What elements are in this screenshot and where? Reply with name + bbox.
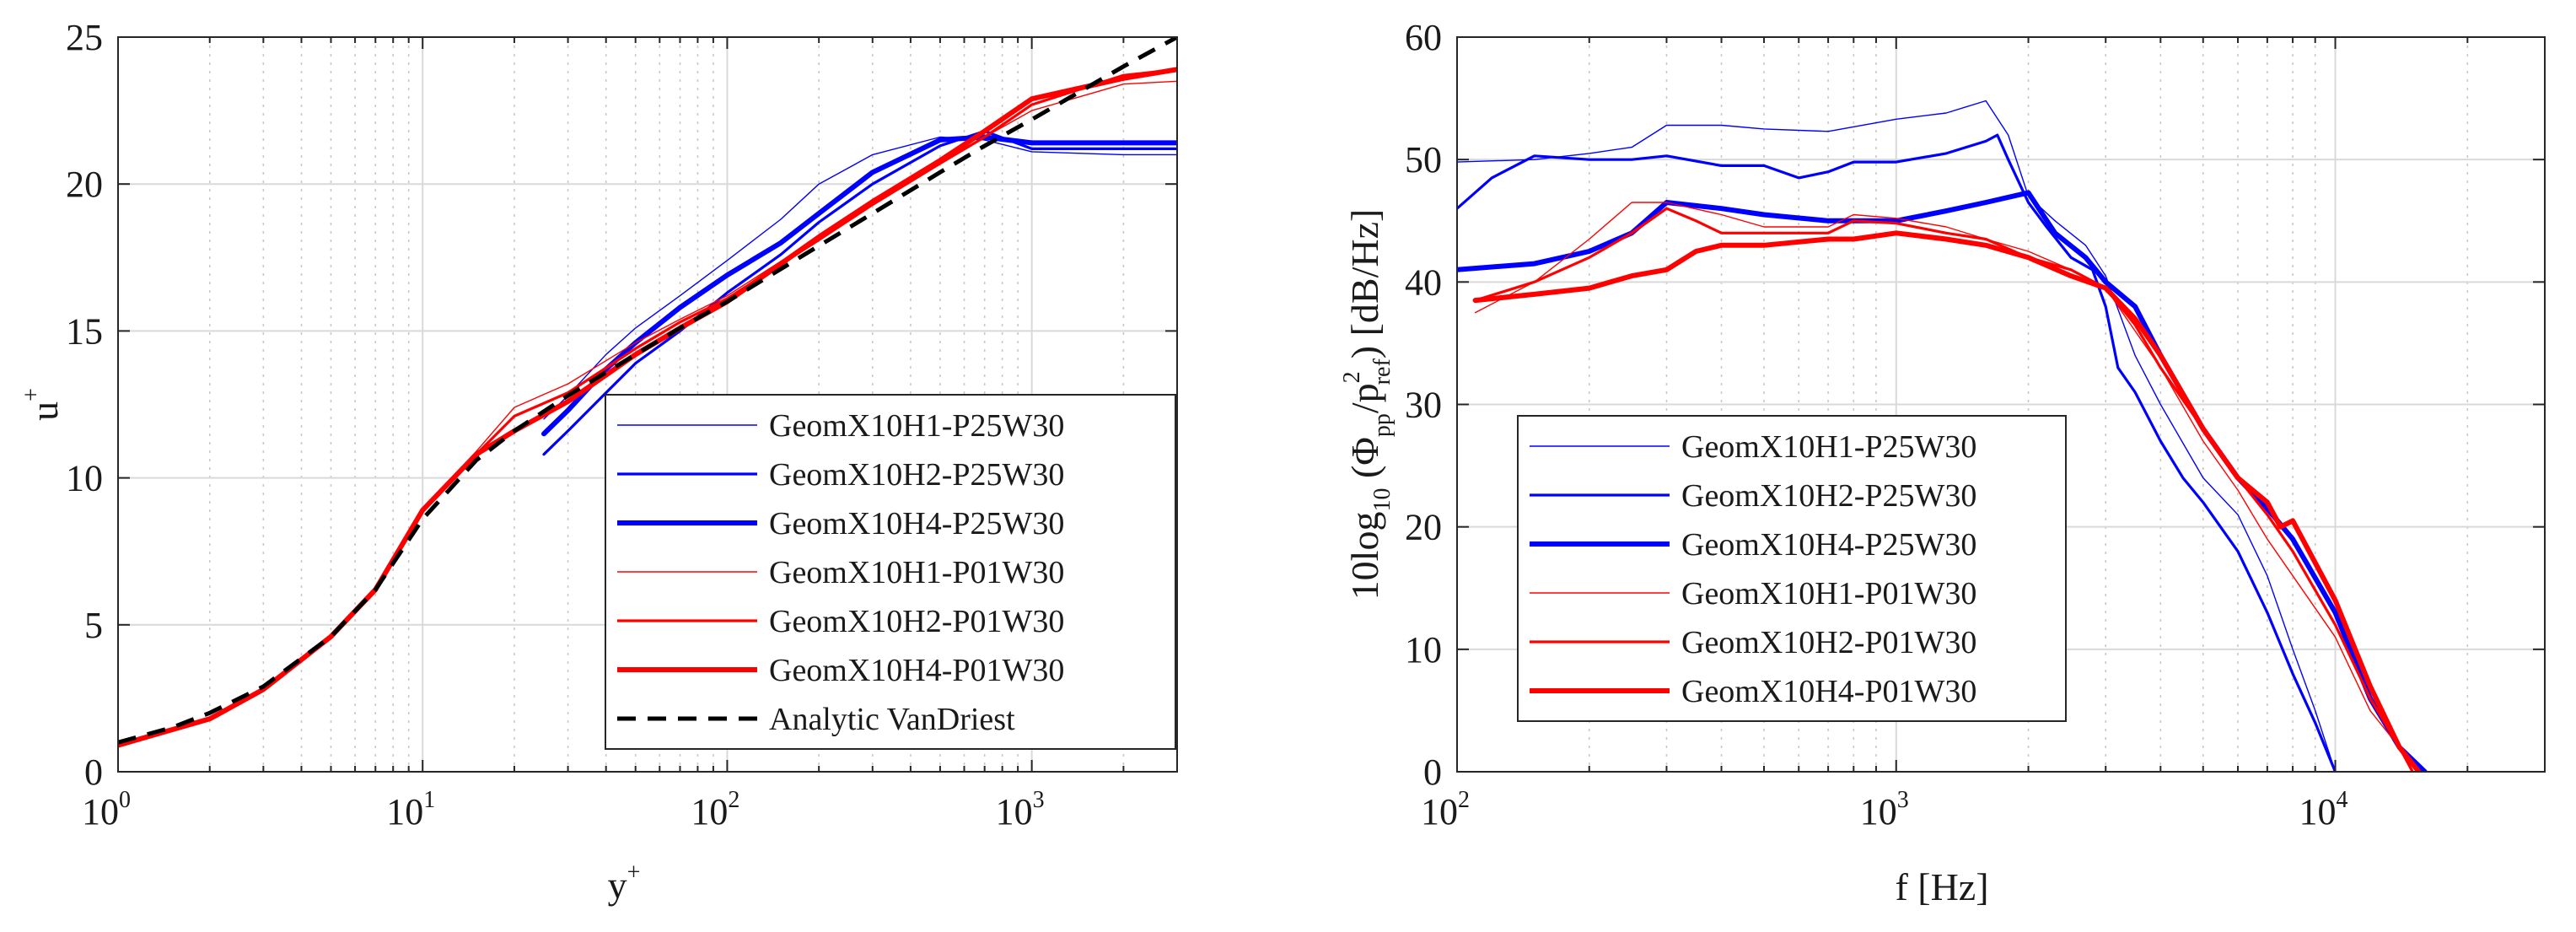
y-tick-label: 0 xyxy=(1423,752,1442,793)
x-tick-label: 102 xyxy=(691,787,739,832)
x-tick-label: 103 xyxy=(1860,787,1909,832)
y-tick-label: 10 xyxy=(66,458,103,499)
legend-label-3: GeomX10H4-P25W30 xyxy=(1681,527,1976,563)
legend: GeomX10H1-P25W30 GeomX10H2-P25W30 GeomX10H… xyxy=(1517,415,2067,722)
series-line-1 xyxy=(543,136,1177,420)
series-line-6 xyxy=(118,67,1177,748)
x-tick-label: 104 xyxy=(2299,787,2348,832)
legend-label-5: GeomX10H2-P01W30 xyxy=(1681,625,1976,660)
legend-label-1: GeomX10H1-P25W30 xyxy=(769,408,1064,444)
series-line-5 xyxy=(1473,207,2414,772)
y-tick-label: 20 xyxy=(66,164,103,205)
y-tick-label: 25 xyxy=(66,17,103,58)
x-axis-label: y+ xyxy=(608,859,641,907)
series-line-1 xyxy=(1457,100,2337,772)
legend-label-6: GeomX10H4-P01W30 xyxy=(769,653,1064,688)
series-line-4 xyxy=(1474,202,2413,772)
y-axis-label: 10log10 (Φpp/p2 ref) [dB/Hz] xyxy=(1339,209,1396,601)
y-tick-label: 30 xyxy=(1405,385,1442,426)
x-tick-label: 100 xyxy=(82,787,131,832)
y-tick-label: 40 xyxy=(1405,261,1442,303)
y-tick-label: 60 xyxy=(1405,17,1442,58)
plot-area-frame xyxy=(117,36,1178,773)
x-tick-label: 103 xyxy=(996,787,1045,832)
legend-label-6: GeomX10H4-P01W30 xyxy=(1681,674,1976,709)
legend-label-5: GeomX10H2-P01W30 xyxy=(769,604,1064,639)
series-line-2 xyxy=(1457,133,2337,772)
x-axis-ticks: 100 101 102 103 xyxy=(82,37,1178,832)
y-tick-label: 15 xyxy=(66,310,103,352)
x-axis-ticks: 102 103 104 xyxy=(1421,37,2546,832)
legend-label-4: GeomX10H1-P01W30 xyxy=(769,555,1064,590)
legend-label-4: GeomX10H1-P01W30 xyxy=(1681,576,1976,611)
series-group xyxy=(1457,100,2428,772)
y-tick-label: 50 xyxy=(1405,139,1442,180)
y-axis-ticks: 0 5 10 15 20 25 xyxy=(66,17,1177,793)
legend-label-2: GeomX10H2-P25W30 xyxy=(769,457,1064,493)
y-tick-label: 20 xyxy=(1405,507,1442,548)
series-line-2 xyxy=(542,129,1177,456)
series-line-6 xyxy=(1472,230,2422,772)
x-tick-label: 102 xyxy=(1421,787,1470,832)
y-axis-label: u+ xyxy=(19,388,66,421)
y-axis-ticks: 0 10 20 30 40 50 60 xyxy=(1405,17,2545,793)
right-chart-spectrum-vs-frequency: 102 103 104 0 10 20 30 40 50 60 f [Hz] 10log10 (Φpp… xyxy=(1339,17,2546,908)
x-axis-label: f [Hz] xyxy=(1895,865,1988,908)
legend-box xyxy=(1517,415,2067,722)
series-group xyxy=(118,37,1177,748)
legend-label-7: Analytic VanDriest xyxy=(769,702,1015,737)
legend: GeomX10H1-P25W30 GeomX10H2-P25W30 GeomX10H… xyxy=(605,394,1176,750)
y-tick-label: 5 xyxy=(84,605,103,646)
legend-label-3: GeomX10H4-P25W30 xyxy=(769,506,1064,541)
legend-label-1: GeomX10H1-P25W30 xyxy=(1681,429,1976,465)
legend-label-2: GeomX10H2-P25W30 xyxy=(1681,478,1976,514)
series-line-7 xyxy=(118,37,1177,745)
y-tick-label: 0 xyxy=(84,752,103,793)
left-chart-u-plus-vs-y-plus: 100 101 102 103 0 5 10 15 20 25 y+ u+ GeomX10H1-P25W… xyxy=(19,17,1178,907)
y-tick-label: 10 xyxy=(1405,629,1442,671)
x-tick-label: 101 xyxy=(386,787,435,832)
